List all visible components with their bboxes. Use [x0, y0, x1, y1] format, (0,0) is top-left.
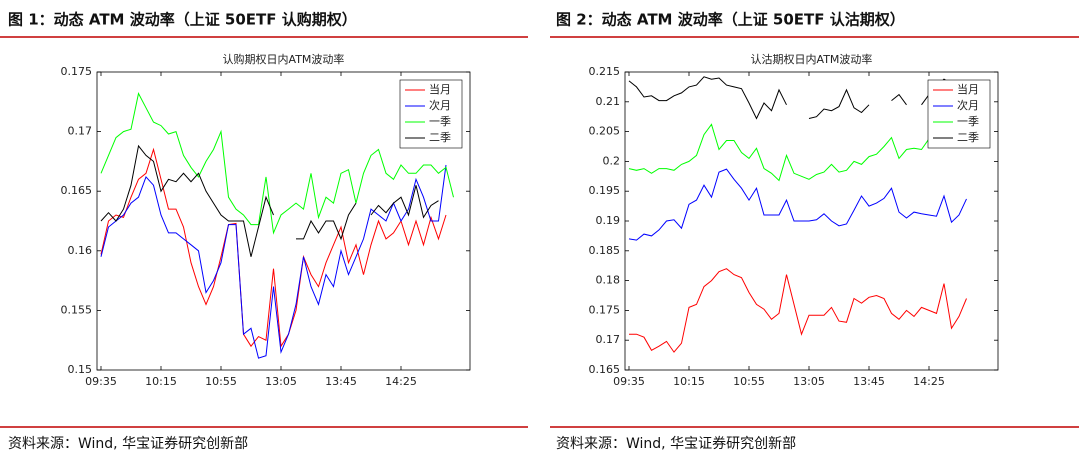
x-tick-label: 10:15	[145, 375, 177, 388]
y-tick-label: 0.155	[61, 303, 93, 316]
x-tick-label: 10:15	[673, 375, 705, 388]
x-tick-label: 09:35	[85, 375, 117, 388]
legend-label: 当月	[957, 82, 979, 96]
legend-label: 一季	[957, 115, 979, 128]
y-tick-label: 0.205	[589, 125, 621, 138]
figure-title: 图 1：动态 ATM 波动率（上证 50ETF 认购期权）	[8, 11, 357, 29]
y-tick-label: 0.2	[603, 154, 621, 167]
y-tick-label: 0.18	[596, 274, 621, 287]
legend-label: 当月	[429, 82, 451, 96]
legend-label: 二季	[429, 131, 451, 144]
y-tick-label: 0.16	[68, 244, 93, 257]
x-tick-label: 14:25	[913, 375, 945, 388]
x-tick-label: 13:45	[853, 375, 885, 388]
plot-title: 认购期权日内ATM波动率	[223, 52, 345, 66]
y-tick-label: 0.17	[68, 125, 93, 138]
source-note: 资料来源：Wind, 华宝证券研究创新部	[556, 436, 796, 452]
legend-box	[399, 79, 463, 149]
y-tick-label: 0.15	[68, 363, 93, 376]
y-tick-label: 0.185	[589, 244, 621, 257]
series-line	[100, 144, 439, 257]
y-tick-label: 0.165	[589, 363, 621, 376]
legend-box	[927, 79, 991, 149]
x-tick-label: 13:05	[265, 375, 297, 388]
y-tick-label: 0.175	[589, 303, 621, 316]
series-line	[100, 92, 454, 235]
series-line	[628, 123, 967, 182]
y-tick-label: 0.17	[596, 333, 621, 346]
y-tick-label: 0.21	[596, 95, 621, 108]
plot-title: 认沽期权日内ATM波动率	[751, 52, 873, 66]
series-line	[628, 168, 967, 241]
legend-label: 次月	[429, 98, 451, 112]
x-tick-label: 10:55	[205, 375, 237, 388]
y-tick-label: 0.195	[589, 184, 621, 197]
x-tick-label: 14:25	[385, 375, 417, 388]
series-line	[628, 76, 967, 120]
y-tick-label: 0.215	[589, 65, 621, 78]
series-line	[629, 268, 967, 353]
series-line	[100, 147, 447, 348]
source-note: 资料来源：Wind, 华宝证券研究创新部	[8, 436, 248, 452]
y-tick-label: 0.19	[596, 214, 621, 227]
x-tick-label: 13:45	[325, 375, 357, 388]
y-tick-label: 0.175	[61, 65, 93, 78]
y-tick-label: 0.165	[61, 184, 93, 197]
x-tick-label: 10:55	[733, 375, 765, 388]
figure-title: 图 2：动态 ATM 波动率（上证 50ETF 认沽期权）	[556, 11, 905, 29]
legend-label: 一季	[429, 115, 451, 128]
legend-label: 次月	[957, 98, 979, 112]
legend-label: 二季	[957, 131, 979, 144]
x-tick-label: 09:35	[613, 375, 645, 388]
x-tick-label: 13:05	[793, 375, 825, 388]
series-line	[100, 164, 447, 359]
